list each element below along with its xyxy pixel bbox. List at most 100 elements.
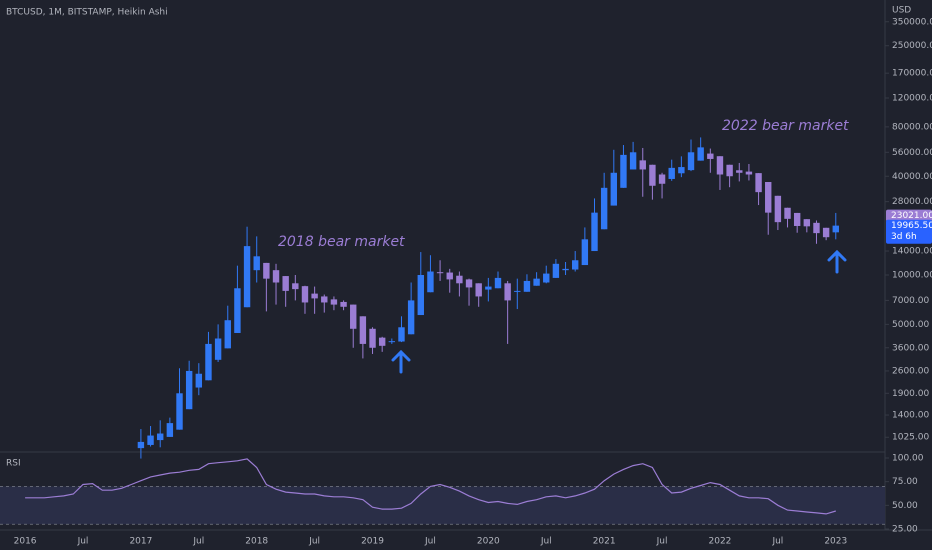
candle-body [263, 262, 270, 279]
candle-body [514, 290, 521, 292]
x-tick-label: Jul [424, 537, 436, 547]
candle-body [340, 301, 347, 307]
x-tick-label: 2022 [709, 537, 732, 547]
candle-body [620, 154, 627, 188]
candle-body [832, 225, 839, 233]
candle-body [629, 152, 637, 170]
candle-body [417, 274, 424, 316]
candle-body [639, 160, 646, 170]
candle-body [224, 320, 231, 349]
y-tick-label: 1900.00 [892, 389, 929, 399]
y-tick-label: 120000.00 [892, 93, 932, 103]
candle-body [523, 280, 531, 292]
candle-body [195, 373, 203, 388]
candle-body [321, 296, 328, 303]
rsi-line [25, 458, 836, 515]
candle-body [166, 423, 174, 437]
candle-body [311, 293, 318, 299]
y-tick-label: 1400.00 [892, 411, 929, 421]
price-label: 19965.50 [891, 221, 932, 231]
x-tick-label: 2020 [477, 537, 500, 547]
candle-body [572, 260, 579, 270]
y-tick-label: 80000.00 [892, 122, 932, 132]
candle-body [774, 195, 782, 223]
candle-body [562, 268, 569, 271]
candle-body [745, 171, 753, 175]
y-tick-label: 14000.00 [892, 247, 932, 257]
y-tick-label: 2600.00 [892, 366, 929, 376]
x-tick-label: 2021 [593, 537, 616, 547]
candle-body [205, 343, 212, 381]
x-tick-label: 2016 [14, 537, 37, 547]
y-tick-label: 250000.00 [892, 41, 932, 51]
currency: USD [892, 6, 911, 16]
y-tick-label: 7000.00 [892, 296, 929, 306]
price-label-box [886, 209, 932, 222]
candle-body [822, 227, 830, 238]
x-tick-label: Jul [540, 537, 552, 547]
candle-body [157, 433, 164, 441]
y-tick-label: 50.00 [892, 501, 918, 511]
candle-body [678, 167, 685, 174]
candle-body [350, 304, 357, 329]
x-tick-label: 2017 [129, 537, 152, 547]
candle-body [668, 167, 675, 179]
candle-body [716, 156, 724, 175]
candle-body [407, 300, 415, 335]
candle-body [610, 172, 618, 206]
candle-body [552, 263, 560, 278]
candle-body [649, 164, 656, 186]
y-tick-label: 56000.00 [892, 148, 932, 158]
candle-body [658, 174, 666, 184]
candle-body [427, 271, 434, 293]
rsi-title: RSI [6, 459, 21, 469]
x-tick-label: 2018 [245, 537, 268, 547]
candle-body [581, 239, 589, 266]
candle-body [185, 370, 193, 410]
candle-body [784, 207, 791, 219]
y-tick-label: 40000.00 [892, 172, 932, 182]
candle-body [378, 337, 386, 346]
candle-body [369, 328, 376, 348]
y-tick-label: 10000.00 [892, 270, 932, 280]
x-tick-label: Jul [656, 537, 668, 547]
candle-body [494, 277, 502, 289]
candle-body [330, 299, 338, 305]
candle-body [485, 286, 492, 290]
candle-body [765, 181, 772, 213]
candle-body [253, 256, 260, 271]
y-tick-label: 100.00 [892, 454, 924, 464]
candle-body [475, 283, 482, 297]
candle-body [214, 338, 222, 360]
price-countdown: 3d 6h [891, 232, 917, 242]
candle-body [272, 270, 280, 283]
candle-body [736, 170, 743, 173]
candle-body [504, 283, 511, 301]
candle-body [436, 272, 444, 274]
candle-body [176, 393, 183, 430]
candle-body [533, 278, 540, 286]
y-tick-label: 25.00 [892, 525, 918, 535]
candle-body [813, 222, 820, 234]
x-tick-label: Jul [308, 537, 320, 547]
candle-body [707, 153, 714, 159]
candle-body [803, 219, 811, 227]
x-tick-label: Jul [771, 537, 783, 547]
annotation: 2022 bear market [722, 118, 849, 134]
candle-body [726, 164, 733, 177]
candle-body [755, 173, 762, 193]
y-tick-label: 3600.00 [892, 343, 929, 353]
candle-body [591, 212, 598, 252]
candle-body [398, 327, 405, 342]
candle-body [456, 275, 463, 284]
y-tick-label: 28000.00 [892, 197, 932, 207]
candle-body [543, 273, 550, 283]
x-tick-label: 2023 [824, 537, 847, 547]
candle-body [282, 276, 289, 291]
x-tick-label: Jul [192, 537, 204, 547]
candle-body [147, 435, 154, 445]
y-tick-label: 75.00 [892, 477, 918, 487]
candle-body [292, 283, 299, 290]
